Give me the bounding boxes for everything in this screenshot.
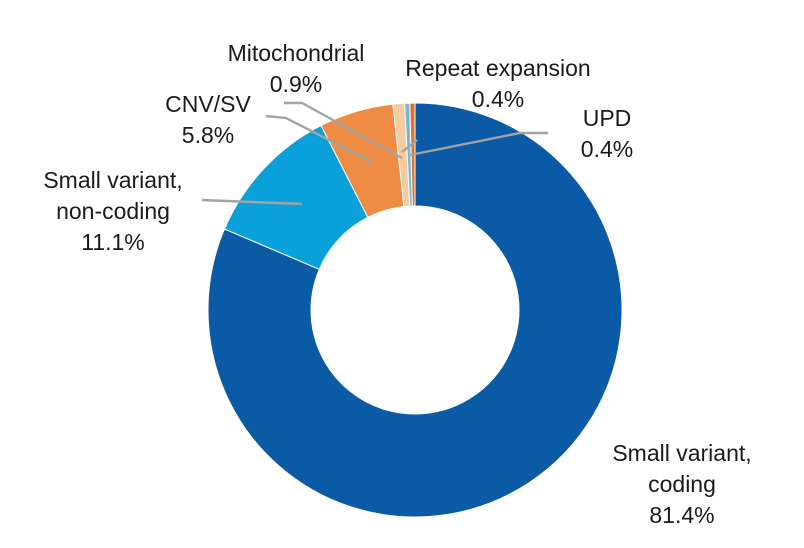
- slice-value-label-5: 0.4%: [581, 136, 633, 162]
- leader-line-1: [201, 198, 303, 206]
- leader-line-3: [284, 101, 403, 160]
- slice-category-label-5: UPD: [583, 105, 632, 131]
- leader-line-2: [265, 114, 373, 164]
- slice-value-label-4: 0.4%: [472, 86, 524, 112]
- slice-0: [207, 102, 623, 518]
- leader-line-group: [201, 101, 548, 206]
- slice-category-label-4: Repeat expansion: [405, 55, 590, 81]
- label-group: Small variant, coding 81.4% Small variant, n…: [43, 40, 751, 528]
- slice-value-label-0: 81.4%: [649, 502, 714, 528]
- leader-line-4: [401, 139, 418, 153]
- slice-group: [207, 102, 623, 518]
- slice-category-label-1: Small variant,: [43, 167, 182, 193]
- slice-category-label-0: Small variant,: [612, 440, 751, 466]
- slice-value-label-2: 5.8%: [182, 122, 234, 148]
- slice-category-label-0: coding: [648, 471, 716, 497]
- slice-value-label-3: 0.9%: [270, 71, 322, 97]
- slice-value-label-1: 11.1%: [81, 229, 145, 255]
- slice-category-label-1: non-coding: [56, 198, 170, 224]
- slice-category-label-2: CNV/SV: [165, 91, 251, 117]
- leader-line-5: [409, 131, 548, 157]
- slice-category-label-3: Mitochondrial: [228, 40, 365, 66]
